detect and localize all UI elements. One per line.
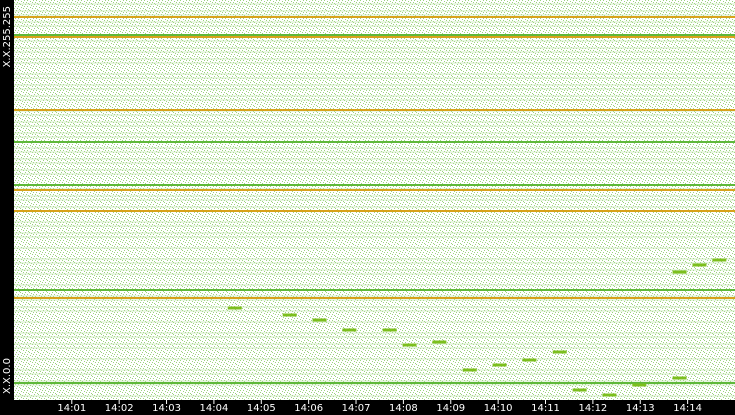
x-tick-label: 14:14 [673,403,702,414]
y-tick-label: X.X.255.255 [2,6,13,67]
scan-mark [432,340,447,344]
x-tick-label: 14:01 [57,403,86,414]
scan-mark [692,263,707,267]
scan-mark [572,388,587,392]
scan-mark [342,328,357,332]
scan-mark [672,270,687,274]
scan-mark [282,313,297,317]
x-tick-label: 14:10 [484,403,513,414]
scan-mark [382,328,397,332]
scan-mark [602,393,617,397]
scan-mark [672,376,687,380]
x-tick-label: 14:06 [294,403,323,414]
x-tick-label: 14:03 [152,403,181,414]
x-tick-label: 14:08 [389,403,418,414]
scan-mark [492,363,507,367]
scan-mark [462,368,477,372]
scan-mark [522,358,537,362]
x-tick-label: 14:09 [436,403,465,414]
scan-mark [312,318,327,322]
scan-mark [632,383,647,387]
scan-mark [402,343,417,347]
x-tick-label: 14:04 [199,403,228,414]
x-tick-label: 14:11 [531,403,560,414]
x-tick-label: 14:13 [626,403,655,414]
x-tick-label: 14:05 [247,403,276,414]
x-tick-label: 14:12 [578,403,607,414]
x-tick-label: 14:02 [105,403,134,414]
scan-mark [712,258,727,262]
x-tick-label: 14:07 [342,403,371,414]
scan-mark [552,350,567,354]
scan-mark [227,306,242,310]
y-tick-label: X.X.0.0 [2,358,13,394]
